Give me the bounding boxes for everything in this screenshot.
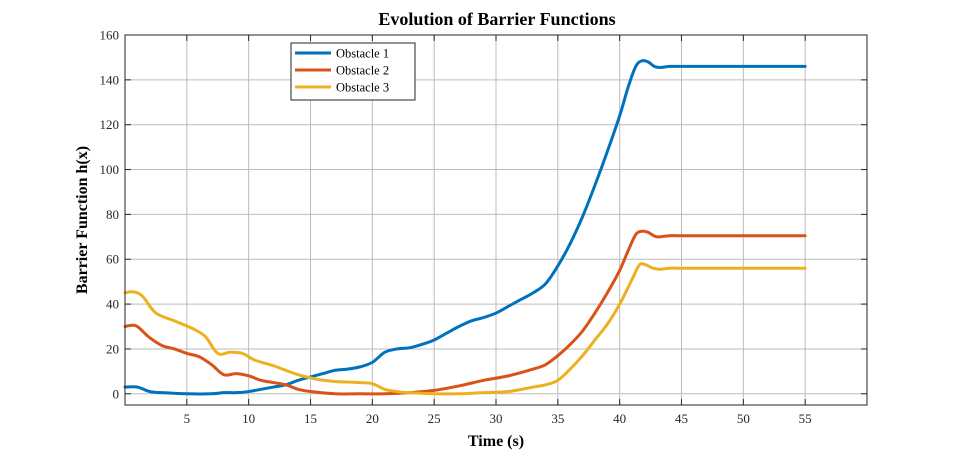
series-line-obstacle-2	[123, 229, 807, 396]
grid	[125, 34, 867, 405]
y-tick-label: 0	[113, 386, 120, 401]
y-tick-label: 100	[100, 162, 120, 177]
y-tick-label: 160	[100, 28, 120, 43]
chart-title: Evolution of Barrier Functions	[378, 9, 615, 29]
x-tick-label: 20	[366, 411, 379, 426]
legend-label-obstacle-3: Obstacle 3	[336, 81, 389, 95]
y-tick-label: 20	[106, 341, 119, 356]
y-tick-label: 80	[106, 207, 119, 222]
legend-label-obstacle-2: Obstacle 2	[336, 64, 389, 78]
x-tick-label: 10	[242, 411, 255, 426]
x-tick-label: 30	[490, 411, 503, 426]
x-tick-label: 15	[304, 411, 317, 426]
y-tick-label: 120	[100, 117, 120, 132]
plot-series	[123, 59, 807, 396]
x-tick-label: 35	[551, 411, 564, 426]
series-line-obstacle-1	[123, 59, 807, 396]
y-tick-label: 60	[106, 252, 119, 267]
x-tick-label: 55	[799, 411, 812, 426]
legend: Obstacle 1 Obstacle 2 Obstacle 3	[290, 42, 416, 101]
y-axis-title: Barrier Function h(x)	[74, 146, 91, 294]
x-tick-label: 50	[737, 411, 750, 426]
x-tick-label: 25	[428, 411, 441, 426]
x-tick-label: 5	[184, 411, 191, 426]
series-line-obstacle-3	[123, 262, 807, 396]
x-tick-label: 45	[675, 411, 688, 426]
legend-label-obstacle-1: Obstacle 1	[336, 47, 389, 61]
axis-ticks: 5 10 15 20 25 30 35 40 45 50 55 0 20 40 60 80 100 120 140 1…	[100, 28, 867, 426]
x-tick-label: 40	[613, 411, 626, 426]
y-tick-label: 40	[106, 297, 119, 312]
x-axis-title: Time (s)	[468, 433, 524, 450]
y-tick-label: 140	[100, 72, 120, 87]
